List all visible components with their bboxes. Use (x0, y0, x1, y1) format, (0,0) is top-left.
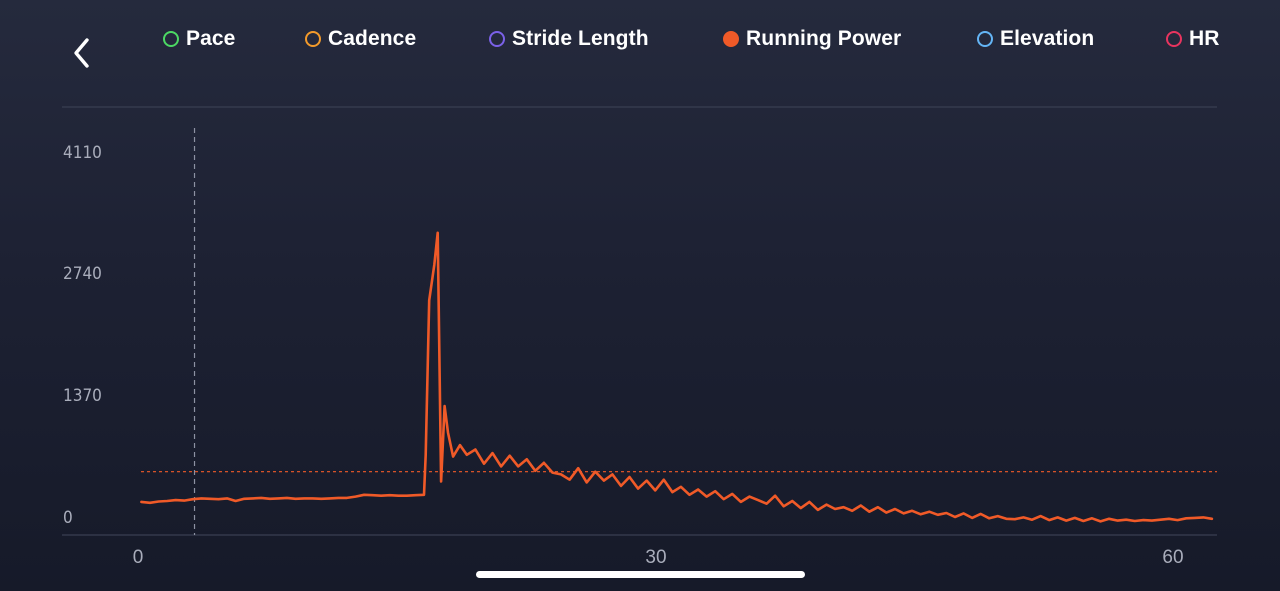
stride-length-ring-icon (489, 31, 505, 47)
metric-legend: Pace Cadence Stride Length Running Power… (0, 24, 1280, 54)
legend-label: HR (1189, 27, 1220, 50)
legend-label: Running Power (746, 27, 902, 50)
legend-item-elevation[interactable]: Elevation (977, 24, 1094, 54)
y-tick-label: 0 (63, 508, 73, 528)
x-tick-label: 30 (645, 547, 666, 568)
x-tick-label: 0 (133, 547, 144, 568)
chevron-left-icon (74, 38, 89, 68)
y-tick-label: 4110 (63, 143, 102, 163)
back-button[interactable] (62, 30, 102, 76)
y-tick-label: 2740 (63, 264, 102, 284)
legend-label: Stride Length (512, 27, 649, 50)
legend-label: Elevation (1000, 27, 1095, 50)
series-line-running-power (140, 231, 1214, 523)
legend-item-stride-length[interactable]: Stride Length (489, 24, 649, 54)
running-power-dot-icon (723, 31, 739, 47)
legend-item-pace[interactable]: Pace (163, 24, 235, 54)
cadence-ring-icon (305, 31, 321, 47)
elevation-ring-icon (977, 31, 993, 47)
x-tick-label: 60 (1162, 547, 1183, 568)
legend-item-running-power[interactable]: Running Power (723, 24, 901, 54)
pace-ring-icon (163, 31, 179, 47)
legend-item-hr[interactable]: HR (1166, 24, 1220, 54)
hr-ring-icon (1166, 31, 1182, 47)
home-indicator (476, 571, 805, 578)
legend-item-cadence[interactable]: Cadence (305, 24, 416, 54)
y-tick-label: 1370 (63, 386, 102, 406)
legend-label: Pace (186, 27, 236, 50)
legend-label: Cadence (328, 27, 417, 50)
